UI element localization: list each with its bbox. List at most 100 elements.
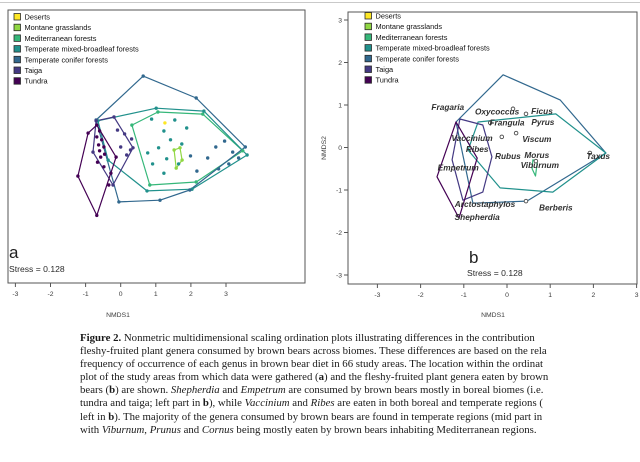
study-area-point-tundra <box>114 155 118 159</box>
study-area-point-taiga <box>115 128 120 132</box>
study-area-point-temperate-mixed-broadleaf-forests <box>150 162 155 166</box>
legend-swatch-montane-grasslands <box>364 22 372 31</box>
caption-line: bears (b) are shown. Shepherdia and Empe… <box>80 384 640 397</box>
study-area-point-temperate-conifer-forests <box>222 139 227 143</box>
legend-swatch-tundra <box>13 77 21 85</box>
study-area-point-temperate-mixed-broadleaf-forests <box>173 118 177 122</box>
caption-segment: b <box>108 410 115 423</box>
figure-caption: Figure 2. Nonmetric multidimensional sca… <box>80 332 640 437</box>
caption-segment: ) are shown. <box>115 384 171 397</box>
legend-swatch-taiga <box>13 66 21 74</box>
study-area-point-taiga <box>119 145 123 149</box>
study-area-point-tundra <box>102 145 106 149</box>
study-area-point-mediterranean-forests <box>201 112 205 116</box>
caption-segment: Nonmetric multidimensional scaling ordin… <box>121 332 535 344</box>
convex-hull-taiga <box>92 116 134 186</box>
legend-swatch-deserts <box>364 12 372 20</box>
study-area-point-temperate-conifer-forests <box>194 96 198 100</box>
x-tick-label: 3 <box>224 291 228 298</box>
study-area-point-mediterranean-forests <box>241 149 245 153</box>
genus-label: Ficus <box>531 106 553 116</box>
caption-segment: b <box>109 384 116 397</box>
y-tick-label: -2 <box>336 230 342 237</box>
genus-point <box>499 134 505 140</box>
caption-segment: with <box>80 423 102 436</box>
study-area-point-mediterranean-forests <box>148 183 152 187</box>
y-tick-label: 3 <box>338 17 342 24</box>
genus-label: Arctostaphylos <box>454 199 516 209</box>
legend-label: Tundra <box>25 77 49 86</box>
legend-swatch-taiga <box>364 65 372 73</box>
x-tick-label: 3 <box>635 292 639 299</box>
caption-line: fleshy-fruited plant genera consumed by … <box>80 345 640 358</box>
convex-hull-tundra <box>436 121 478 219</box>
x-tick-label: -1 <box>83 291 89 298</box>
stress-label: Stress = 0.128 <box>467 268 523 278</box>
y-tick-label: -1 <box>336 187 342 194</box>
page-top-rule <box>0 2 640 3</box>
x-axis-title: NMDS1 <box>481 312 505 319</box>
y-tick-label: 2 <box>338 60 342 67</box>
convex-hull-temperate-mixed-broadleaf-forests <box>97 107 248 192</box>
x-tick-label: -2 <box>47 291 53 298</box>
legend-label: Taiga <box>25 66 44 75</box>
study-area-point-tundra <box>107 183 111 187</box>
study-area-point-montane-grasslands <box>174 166 178 170</box>
study-area-point-taiga <box>111 183 115 187</box>
study-area-point-temperate-mixed-broadleaf-forests <box>165 157 169 161</box>
study-area-point-taiga <box>131 146 135 150</box>
study-area-point-tundra <box>109 171 113 175</box>
study-area-point-temperate-conifer-forests <box>206 156 210 160</box>
y-tick-label: -3 <box>336 272 342 279</box>
study-area-point-temperate-mixed-broadleaf-forests <box>145 189 149 193</box>
convex-hull-mediterranean-forests <box>131 111 244 186</box>
caption-segment: ). The majority of the genera consumed b… <box>114 410 543 423</box>
study-area-point-temperate-conifer-forests <box>141 74 145 78</box>
caption-segment: Ribes <box>310 397 335 410</box>
genus-label: Taxus <box>586 151 610 161</box>
caption-segment: and <box>180 423 202 436</box>
study-area-point-temperate-mixed-broadleaf-forests <box>146 151 150 155</box>
caption-segment: Vaccinium <box>244 397 290 410</box>
study-area-point-temperate-conifer-forests <box>231 150 235 154</box>
caption-line: Figure 2. Nonmetric multidimensional sca… <box>80 332 640 345</box>
study-area-point-mediterranean-forests <box>130 123 134 127</box>
study-area-point-temperate-conifer-forests <box>227 162 231 166</box>
study-area-point-tundra <box>76 174 80 178</box>
legend-label: Tundra <box>376 76 400 85</box>
study-area-point-tundra <box>95 213 99 218</box>
study-area-point-temperate-mixed-broadleaf-forests <box>162 129 166 133</box>
y-tick-label: 0 <box>338 145 342 152</box>
study-area-point-tundra <box>97 129 102 133</box>
caption-segment: and <box>289 397 311 410</box>
study-area-point-temperate-conifer-forests <box>117 200 121 204</box>
caption-segment: are eaten in both boreal and temperate r… <box>334 397 543 410</box>
study-area-point-taiga <box>129 137 134 141</box>
study-area-point-tundra <box>97 149 102 153</box>
study-area-point-temperate-mixed-broadleaf-forests <box>149 117 154 121</box>
study-area-point-temperate-mixed-broadleaf-forests <box>176 162 181 166</box>
x-tick-label: 2 <box>189 291 193 298</box>
legend-swatch-montane-grasslands <box>13 23 21 32</box>
study-area-point-temperate-mixed-broadleaf-forests <box>245 153 249 157</box>
legend-swatch-temperate-conifer-forests <box>364 54 372 63</box>
caption-segment: Figure 2. <box>80 332 122 344</box>
study-area-point-tundra <box>95 160 100 164</box>
study-area-point-temperate-mixed-broadleaf-forests <box>162 171 166 175</box>
caption-segment: frequency of occurrence of each genus in… <box>80 358 544 371</box>
genus-label: Empetrum <box>438 163 480 173</box>
study-area-point-mediterranean-forests <box>194 180 198 184</box>
study-area-point-temperate-mixed-broadleaf-forests <box>156 146 161 150</box>
study-area-point-tundra <box>86 131 90 135</box>
genus-label: Frangula <box>489 118 524 128</box>
study-area-point-temperate-mixed-broadleaf-forests <box>154 106 158 110</box>
caption-segment: bears ( <box>80 384 110 397</box>
genus-point <box>513 130 519 136</box>
panel-letter: b <box>469 248 478 267</box>
study-area-point-tundra <box>96 143 101 147</box>
legend-label: Mediterranean forests <box>25 34 97 43</box>
genus-label: Fragaria <box>431 102 464 112</box>
caption-segment: Empetrum <box>240 384 286 397</box>
study-area-point-tundra <box>95 135 99 139</box>
